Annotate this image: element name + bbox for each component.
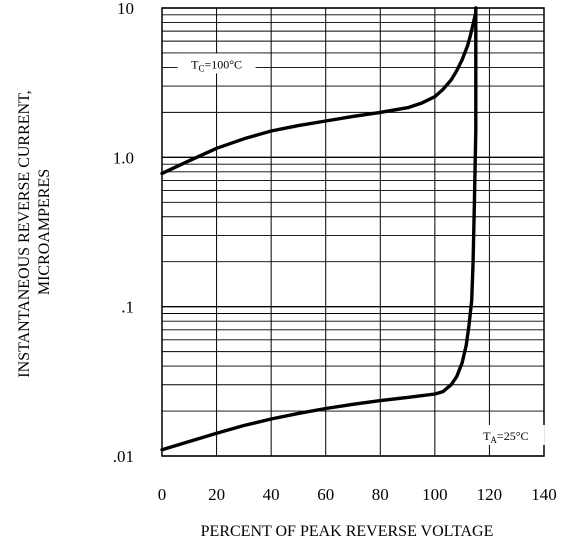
label-tc-100c: TC=100°C xyxy=(177,53,256,74)
label-text: TC=100°C xyxy=(191,57,242,73)
x-tick-label: 60 xyxy=(317,485,334,504)
grid xyxy=(161,7,545,457)
y-tick-label: 1.0 xyxy=(113,148,134,167)
x-tick-label: 0 xyxy=(158,485,167,504)
chart-labels: 0 20 40 60 80 100 120 140 .01 .1 1.0 10 xyxy=(113,0,557,504)
label-text: TA=25°C xyxy=(483,429,528,445)
x-tick-label: 120 xyxy=(477,485,503,504)
x-tick-label: 80 xyxy=(372,485,389,504)
y-axis-title-line-2: MICROAMPERES xyxy=(36,169,53,295)
y-axis-title-line-1: INSTANTANEOUS REVERSE CURRENT, xyxy=(16,90,33,377)
series-line-ta-25c xyxy=(160,6,478,452)
plot-border xyxy=(161,7,545,457)
label-background xyxy=(177,53,256,74)
x-tick-label: 40 xyxy=(263,485,280,504)
y-tick-label: 10 xyxy=(117,0,134,18)
x-tick-label: 20 xyxy=(208,485,225,504)
label-ta-25c: TA=25°C xyxy=(466,424,545,445)
y-axis-title: INSTANTANEOUS REVERSE CURRENT, MICROAMPE… xyxy=(16,86,53,377)
series-line-tc-100c xyxy=(160,6,478,176)
x-tick-label: 100 xyxy=(422,485,448,504)
x-tick-label: 140 xyxy=(531,485,557,504)
curve-annotations: TC=100°C TA=25°C xyxy=(177,53,545,445)
y-tick-label: .01 xyxy=(113,447,134,466)
data-curves xyxy=(160,6,478,452)
y-tick-label: .1 xyxy=(121,298,134,317)
x-axis-title: PERCENT OF PEAK REVERSE VOLTAGE xyxy=(201,523,494,540)
label-background xyxy=(466,424,545,445)
